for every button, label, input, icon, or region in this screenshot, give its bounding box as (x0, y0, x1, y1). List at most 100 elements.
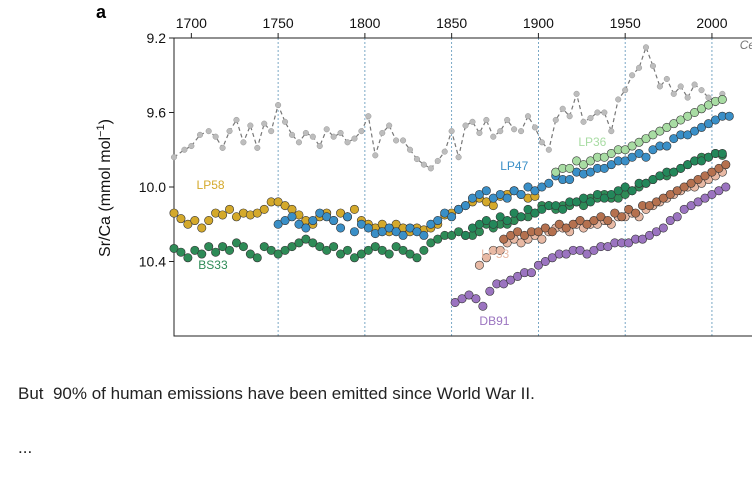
data-point (533, 227, 543, 237)
data-point (670, 90, 677, 97)
series-label-lp58: LP58 (197, 178, 225, 192)
data-point (599, 193, 609, 203)
plot-frame (173, 37, 752, 337)
data-point (169, 208, 179, 218)
data-point (606, 160, 616, 170)
data-point (301, 223, 311, 233)
data-point (554, 219, 564, 229)
data-point (551, 201, 561, 211)
data-point (509, 208, 519, 218)
data-point (405, 249, 415, 259)
data-point (231, 238, 241, 248)
data-point (329, 216, 339, 226)
data-point (176, 247, 186, 257)
data-point (419, 230, 429, 240)
data-point (406, 146, 414, 153)
data-point (337, 129, 344, 137)
data-point (537, 234, 547, 244)
data-point (474, 219, 484, 229)
data-point (700, 193, 710, 203)
data-point (469, 118, 476, 125)
data-point (587, 115, 594, 122)
data-point (582, 219, 592, 229)
data-point (721, 160, 731, 170)
data-point (585, 197, 595, 207)
data-point (441, 148, 448, 155)
data-point (717, 94, 727, 104)
data-point (181, 146, 188, 153)
data-point (384, 223, 394, 233)
data-point (252, 253, 262, 263)
data-point (183, 253, 193, 263)
data-point (356, 219, 366, 229)
data-point (627, 141, 637, 151)
series-label-bs33: BS33 (198, 258, 228, 272)
data-point (433, 216, 443, 226)
data-point (301, 234, 311, 244)
data-point (516, 238, 526, 248)
data-point (710, 115, 720, 125)
series-lp47 (273, 111, 734, 240)
data-point (218, 242, 228, 252)
data-point (400, 137, 407, 144)
data-point (707, 167, 717, 177)
data-point (412, 253, 422, 263)
data-point (315, 208, 325, 218)
series-label-lp47: LP47 (500, 159, 528, 173)
data-point (627, 186, 637, 196)
data-point (245, 249, 255, 259)
data-point (592, 189, 602, 199)
data-point (721, 182, 731, 192)
data-point (513, 271, 523, 281)
data-point (205, 128, 212, 135)
data-point (372, 152, 379, 159)
data-point (683, 130, 693, 140)
data-point (196, 131, 204, 138)
data-point (663, 75, 670, 83)
data-point (384, 249, 394, 259)
data-point (504, 116, 511, 123)
data-point (288, 131, 296, 138)
data-point (558, 204, 568, 214)
data-point (516, 189, 526, 199)
data-point (391, 242, 401, 252)
data-point (365, 113, 372, 120)
data-point (655, 126, 665, 136)
data-point (530, 208, 540, 218)
data-point (658, 193, 668, 203)
data-point (703, 119, 713, 129)
y-tick-label: 10.0 (139, 179, 166, 195)
data-point (565, 175, 575, 185)
data-point (580, 118, 587, 125)
data-point (233, 116, 240, 123)
data-point (419, 245, 429, 255)
data-point (413, 156, 420, 163)
data-point (464, 290, 474, 300)
data-point (599, 152, 609, 162)
data-point (672, 212, 682, 222)
data-point (485, 286, 495, 296)
data-point (610, 208, 620, 218)
data-point (523, 182, 533, 192)
data-point (467, 223, 477, 233)
data-point (330, 133, 337, 140)
data-point (343, 245, 353, 255)
data-point (686, 178, 696, 188)
data-point (391, 227, 401, 237)
data-point (273, 219, 283, 229)
data-point (566, 113, 573, 120)
series-layer (169, 44, 734, 311)
data-point (573, 90, 580, 97)
chart-container: a 1700 1750 1800 1850 1900 1950 2000 9.2 9.6 10.… (95, 2, 752, 337)
data-point (606, 148, 616, 158)
data-point (481, 216, 491, 226)
data-point (197, 223, 207, 233)
data-point (259, 242, 269, 252)
data-point (287, 204, 297, 214)
data-point (596, 212, 606, 222)
data-point (561, 223, 571, 233)
data-point (518, 128, 525, 135)
data-point (537, 204, 547, 214)
data-point (651, 227, 661, 237)
data-point (672, 186, 682, 196)
